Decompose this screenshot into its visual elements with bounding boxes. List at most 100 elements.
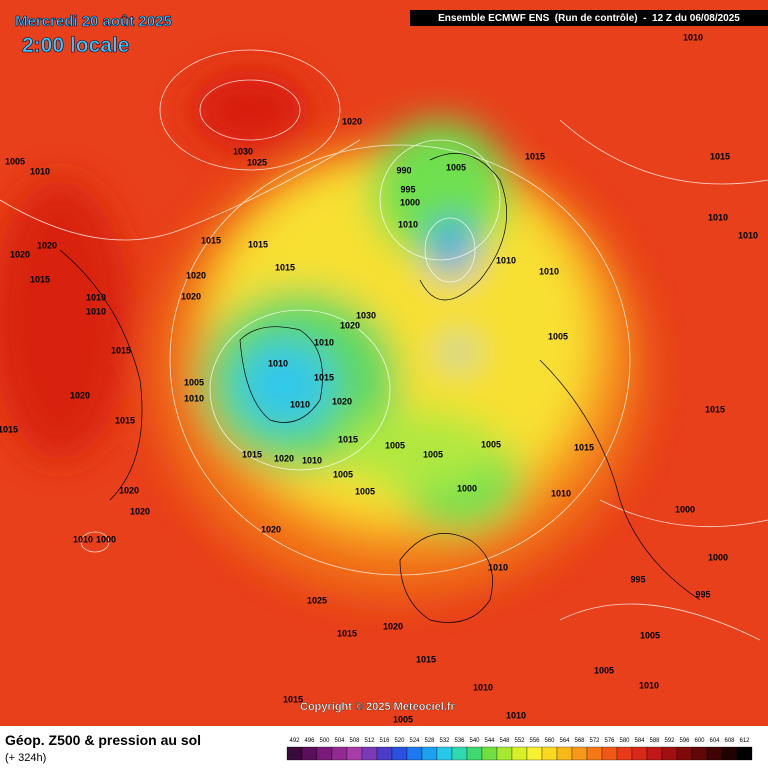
date: Mercredi 20 août 2025 — [15, 13, 172, 30]
pressure-label: 1015 — [283, 694, 303, 704]
legend-label: 604 — [709, 738, 720, 744]
legend-swatch — [676, 746, 693, 761]
pressure-label: 1010 — [302, 455, 322, 465]
coastlines — [59, 153, 701, 623]
copyright: Copyright © 2025 Meteociel.fr — [300, 701, 456, 713]
pressure-label: 1020 — [10, 249, 30, 259]
legend-swatch — [646, 746, 663, 761]
pressure-label: 1005 — [333, 469, 353, 479]
legend-label: 540 — [469, 738, 480, 744]
legend-label: 512 — [364, 738, 375, 744]
legend-label: 596 — [679, 738, 690, 744]
pressure-label: 1005 — [548, 331, 568, 341]
pressure-label: 1010 — [398, 219, 418, 229]
pressure-label: 1015 — [710, 151, 730, 161]
pressure-label: 1015 — [574, 442, 594, 452]
footer-title: Géop. Z500 & pression au sol — [5, 732, 201, 748]
pressure-label: 1020 — [261, 524, 281, 534]
legend-swatch — [286, 746, 303, 761]
legend-label: 560 — [544, 738, 555, 744]
time: 2:00 locale — [22, 34, 129, 57]
pressure-label: 1015 — [30, 274, 50, 284]
pressure-label: 1020 — [332, 396, 352, 406]
legend-label: 592 — [664, 738, 675, 744]
pressure-label: 1020 — [70, 390, 90, 400]
pressure-label: 1020 — [340, 320, 360, 330]
pressure-label: 1020 — [342, 116, 362, 126]
legend: 492 496 500 504 508 512 516 520 524 528 532 536 540 5… — [286, 738, 753, 761]
legend-swatch — [466, 746, 483, 761]
legend-label: 552 — [514, 738, 525, 744]
pressure-label: 1005 — [481, 439, 501, 449]
pressure-label: 1005 — [184, 377, 204, 387]
pressure-label: 995 — [400, 184, 415, 194]
legend-swatch — [556, 746, 573, 761]
legend-label: 516 — [379, 738, 390, 744]
pressure-label: 1000 — [675, 504, 695, 514]
legend-swatch — [631, 746, 648, 761]
legend-swatch — [691, 746, 708, 761]
pressure-label: 1025 — [247, 157, 267, 167]
legend-swatch — [616, 746, 633, 761]
footer-lead: (+ 324h) — [5, 752, 46, 764]
pressure-label: 1010 — [488, 562, 508, 572]
legend-label: 536 — [454, 738, 465, 744]
pressure-label: 1020 — [119, 485, 139, 495]
pressure-label: 1005 — [355, 486, 375, 496]
legend-label: 520 — [394, 738, 405, 744]
pressure-label: 1015 — [111, 345, 131, 355]
legend-swatch — [421, 746, 438, 761]
pressure-label: 1010 — [551, 488, 571, 498]
legend-swatch — [316, 746, 333, 761]
pressure-label: 1015 — [314, 372, 334, 382]
legend-swatch — [526, 746, 543, 761]
legend-swatch — [571, 746, 588, 761]
legend-label: 504 — [334, 738, 345, 744]
pressure-label: 1020 — [186, 270, 206, 280]
pressure-label: 1005 — [385, 440, 405, 450]
pressure-label: 1015 — [525, 151, 545, 161]
legend-label: 580 — [619, 738, 630, 744]
pressure-label: 1015 — [416, 654, 436, 664]
legend-label: 544 — [484, 738, 495, 744]
pressure-label: 1005 — [393, 714, 413, 724]
legend-label: 524 — [409, 738, 420, 744]
legend-label: 584 — [634, 738, 645, 744]
legend-label: 564 — [559, 738, 570, 744]
legend-label: 492 — [289, 738, 300, 744]
legend-swatch — [661, 746, 678, 761]
legend-label: 576 — [604, 738, 615, 744]
pressure-label: 1010 — [86, 292, 106, 302]
legend-swatch — [496, 746, 513, 761]
legend-swatch — [721, 746, 738, 761]
pressure-label: 1005 — [446, 162, 466, 172]
legend-label: 608 — [724, 738, 735, 744]
legend-swatch — [481, 746, 498, 761]
pressure-label: 1020 — [130, 506, 150, 516]
pressure-label: 1010 — [708, 212, 728, 222]
pressure-label: 995 — [630, 574, 645, 584]
legend-swatch — [301, 746, 318, 761]
model-text: Ensemble ECMWF ENS (Run de contrôle) - 1… — [438, 13, 740, 24]
pressure-label: 1010 — [738, 230, 758, 240]
legend-swatch — [361, 746, 378, 761]
legend-label: 508 — [349, 738, 360, 744]
pressure-label: 1015 — [242, 449, 262, 459]
pressure-label: 1005 — [640, 630, 660, 640]
pressure-label: 1000 — [96, 534, 116, 544]
legend-swatch — [376, 746, 393, 761]
pressure-label: 1000 — [708, 552, 728, 562]
legend-label: 588 — [649, 738, 660, 744]
model-box — [410, 10, 768, 26]
legend-label: 548 — [499, 738, 510, 744]
legend-swatch — [706, 746, 723, 761]
legend-label: 496 — [304, 738, 315, 744]
legend-swatch — [436, 746, 453, 761]
pressure-label: 1015 — [337, 628, 357, 638]
legend-swatch — [406, 746, 423, 761]
pressure-label: 1010 — [184, 393, 204, 403]
pressure-label: 1010 — [473, 682, 493, 692]
legend-swatch — [541, 746, 558, 761]
